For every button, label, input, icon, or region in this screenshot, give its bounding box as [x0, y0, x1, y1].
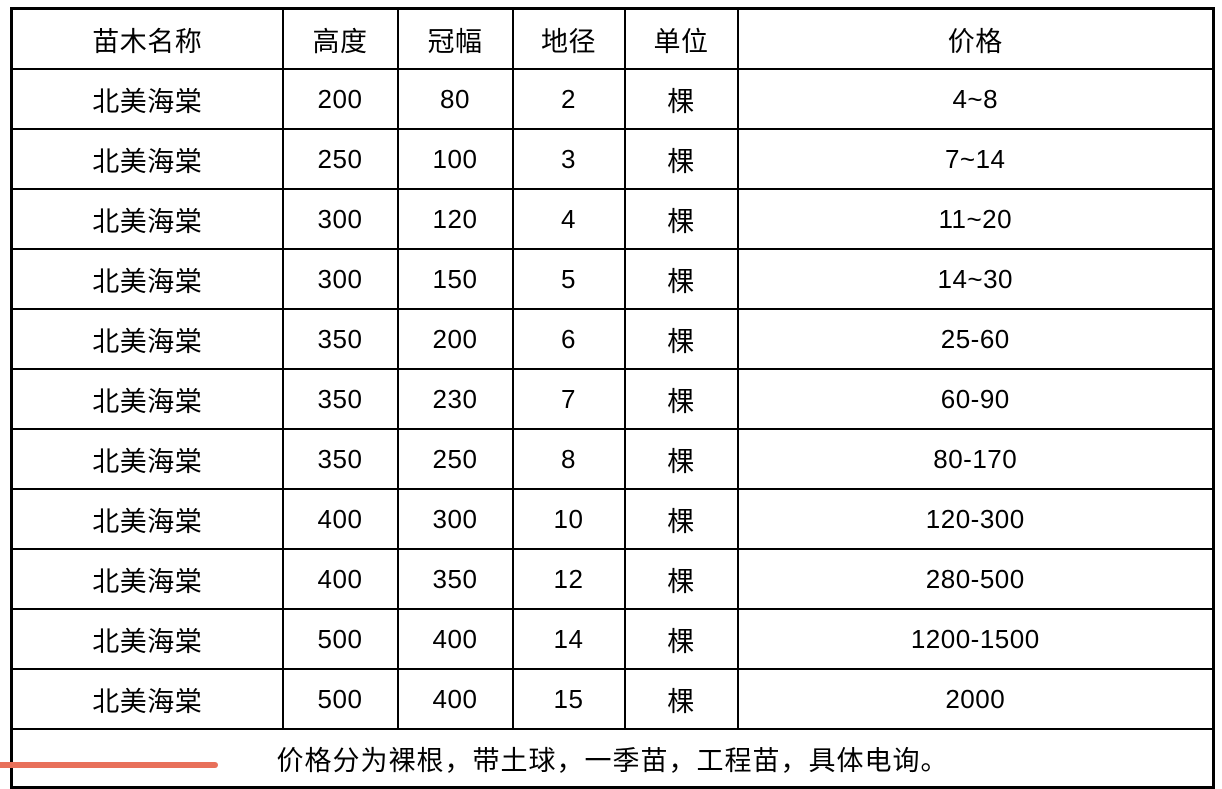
table-header: 苗木名称 高度 冠幅 地径 单位 价格 [10, 7, 1215, 70]
table-footer: 价格分为裸根，带土球，一季苗，工程苗，具体电询。 [10, 728, 1215, 789]
table-row: 北美海棠 350 200 6 棵 25-60 [10, 308, 1215, 370]
cell-name: 北美海棠 [10, 608, 284, 670]
cell-name: 北美海棠 [10, 128, 284, 190]
cell-diameter: 5 [511, 248, 626, 310]
cell-unit: 棵 [623, 428, 739, 490]
table-row: 北美海棠 400 300 10 棵 120-300 [10, 488, 1215, 550]
cell-diameter: 10 [511, 488, 626, 550]
cell-unit: 棵 [623, 68, 739, 130]
cell-price: 4~8 [736, 68, 1215, 130]
cell-unit: 棵 [623, 128, 739, 190]
cell-name: 北美海棠 [10, 368, 284, 430]
cell-crown: 120 [396, 188, 514, 250]
column-header-price: 价格 [736, 7, 1215, 70]
table-row: 北美海棠 250 100 3 棵 7~14 [10, 128, 1215, 190]
cell-price: 120-300 [736, 488, 1215, 550]
cell-height: 400 [281, 488, 399, 550]
cell-height: 200 [281, 68, 399, 130]
cell-name: 北美海棠 [10, 248, 284, 310]
cell-crown: 200 [396, 308, 514, 370]
footer-row: 价格分为裸根，带土球，一季苗，工程苗，具体电询。 [10, 728, 1215, 789]
cell-name: 北美海棠 [10, 308, 284, 370]
cell-diameter: 7 [511, 368, 626, 430]
table-row: 北美海棠 300 150 5 棵 14~30 [10, 248, 1215, 310]
cell-height: 350 [281, 308, 399, 370]
cell-name: 北美海棠 [10, 68, 284, 130]
cell-name: 北美海棠 [10, 188, 284, 250]
cell-diameter: 6 [511, 308, 626, 370]
cell-price: 11~20 [736, 188, 1215, 250]
cell-diameter: 8 [511, 428, 626, 490]
cell-name: 北美海棠 [10, 488, 284, 550]
table-row: 北美海棠 400 350 12 棵 280-500 [10, 548, 1215, 610]
table-row: 北美海棠 200 80 2 棵 4~8 [10, 68, 1215, 130]
footer-note: 价格分为裸根，带土球，一季苗，工程苗，具体电询。 [10, 728, 1215, 789]
cell-crown: 80 [396, 68, 514, 130]
cell-crown: 250 [396, 428, 514, 490]
cell-unit: 棵 [623, 548, 739, 610]
cell-unit: 棵 [623, 248, 739, 310]
cell-crown: 300 [396, 488, 514, 550]
cell-diameter: 2 [511, 68, 626, 130]
cell-crown: 400 [396, 668, 514, 730]
table-row: 北美海棠 500 400 14 棵 1200-1500 [10, 608, 1215, 670]
table-row: 北美海棠 350 230 7 棵 60-90 [10, 368, 1215, 430]
column-header-unit: 单位 [623, 7, 739, 70]
bottom-accent-bar [0, 762, 218, 768]
cell-price: 14~30 [736, 248, 1215, 310]
cell-height: 400 [281, 548, 399, 610]
cell-price: 80-170 [736, 428, 1215, 490]
table-row: 北美海棠 300 120 4 棵 11~20 [10, 188, 1215, 250]
cell-name: 北美海棠 [10, 428, 284, 490]
cell-diameter: 15 [511, 668, 626, 730]
cell-price: 2000 [736, 668, 1215, 730]
column-header-crown: 冠幅 [396, 7, 514, 70]
cell-diameter: 14 [511, 608, 626, 670]
cell-unit: 棵 [623, 368, 739, 430]
cell-height: 250 [281, 128, 399, 190]
cell-name: 北美海棠 [10, 548, 284, 610]
cell-unit: 棵 [623, 668, 739, 730]
cell-diameter: 4 [511, 188, 626, 250]
cell-crown: 350 [396, 548, 514, 610]
header-row: 苗木名称 高度 冠幅 地径 单位 价格 [10, 7, 1215, 70]
cell-unit: 棵 [623, 488, 739, 550]
table-body: 北美海棠 200 80 2 棵 4~8 北美海棠 250 100 3 棵 7~14 北美海棠 300 120… [10, 68, 1215, 730]
cell-diameter: 3 [511, 128, 626, 190]
cell-unit: 棵 [623, 308, 739, 370]
column-header-diameter: 地径 [511, 7, 626, 70]
cell-price: 25-60 [736, 308, 1215, 370]
cell-height: 500 [281, 608, 399, 670]
cell-crown: 400 [396, 608, 514, 670]
cell-crown: 100 [396, 128, 514, 190]
table-row: 北美海棠 500 400 15 棵 2000 [10, 668, 1215, 730]
column-header-name: 苗木名称 [10, 7, 284, 70]
cell-price: 60-90 [736, 368, 1215, 430]
cell-name: 北美海棠 [10, 668, 284, 730]
cell-crown: 230 [396, 368, 514, 430]
cell-height: 300 [281, 248, 399, 310]
cell-height: 350 [281, 368, 399, 430]
cell-unit: 棵 [623, 188, 739, 250]
cell-height: 300 [281, 188, 399, 250]
cell-price: 1200-1500 [736, 608, 1215, 670]
cell-unit: 棵 [623, 608, 739, 670]
cell-diameter: 12 [511, 548, 626, 610]
cell-height: 500 [281, 668, 399, 730]
page-root: 苗木名称 高度 冠幅 地径 单位 价格 北美海棠 200 80 2 棵 4~8 北美海棠 25… [0, 7, 1215, 789]
table-row: 北美海棠 350 250 8 棵 80-170 [10, 428, 1215, 490]
cell-crown: 150 [396, 248, 514, 310]
cell-price: 280-500 [736, 548, 1215, 610]
nursery-price-table: 苗木名称 高度 冠幅 地径 单位 价格 北美海棠 200 80 2 棵 4~8 北美海棠 25… [10, 7, 1215, 789]
column-header-height: 高度 [281, 7, 399, 70]
cell-price: 7~14 [736, 128, 1215, 190]
cell-height: 350 [281, 428, 399, 490]
